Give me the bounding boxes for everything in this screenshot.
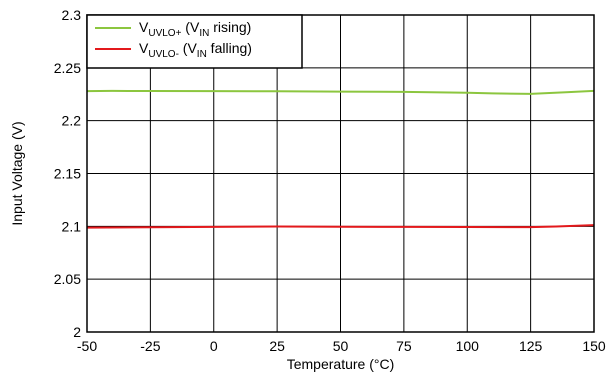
legend-entry-vuvlo-falling: VUVLO- (VIN falling): [139, 40, 252, 60]
x-tick-labels: -50 -25 0 25 50 75 100 125 150: [77, 338, 606, 354]
legend: VUVLO+ (VIN rising) VUVLO- (VIN falling): [86, 14, 303, 69]
y-tick-label: 2.2: [62, 113, 82, 129]
y-tick-labels: 2 2.05 2.1 2.15 2.2 2.25 2.3: [54, 7, 81, 340]
x-tick-label: -25: [140, 338, 160, 354]
x-tick-label: 100: [456, 338, 480, 354]
y-tick-label: 2: [73, 324, 81, 340]
x-tick-label: 50: [333, 338, 349, 354]
y-tick-label: 2.15: [54, 166, 81, 182]
series-line-vuvlo-falling: [86, 224, 595, 229]
x-tick-label: 75: [396, 338, 412, 354]
y-tick-label: 2.3: [62, 7, 82, 23]
y-tick-label: 2.05: [54, 271, 81, 287]
series-line-vuvlo-rising: [86, 89, 595, 95]
y-axis-label: Input Voltage (V): [9, 121, 25, 225]
x-tick-label: -50: [77, 338, 97, 354]
x-tick-label: 0: [210, 338, 218, 354]
x-tick-label: 25: [269, 338, 285, 354]
x-tick-label: 150: [582, 338, 606, 354]
x-axis-label: Temperature (°C): [287, 356, 395, 372]
series-layer: [86, 89, 595, 229]
plot-frame: [86, 14, 595, 333]
legend-box: [86, 14, 303, 69]
y-tick-label: 2.1: [62, 218, 82, 234]
y-tick-label: 2.25: [54, 60, 81, 76]
x-tick-label: 125: [519, 338, 543, 354]
legend-entry-vuvlo-rising: VUVLO+ (VIN rising): [139, 19, 251, 39]
